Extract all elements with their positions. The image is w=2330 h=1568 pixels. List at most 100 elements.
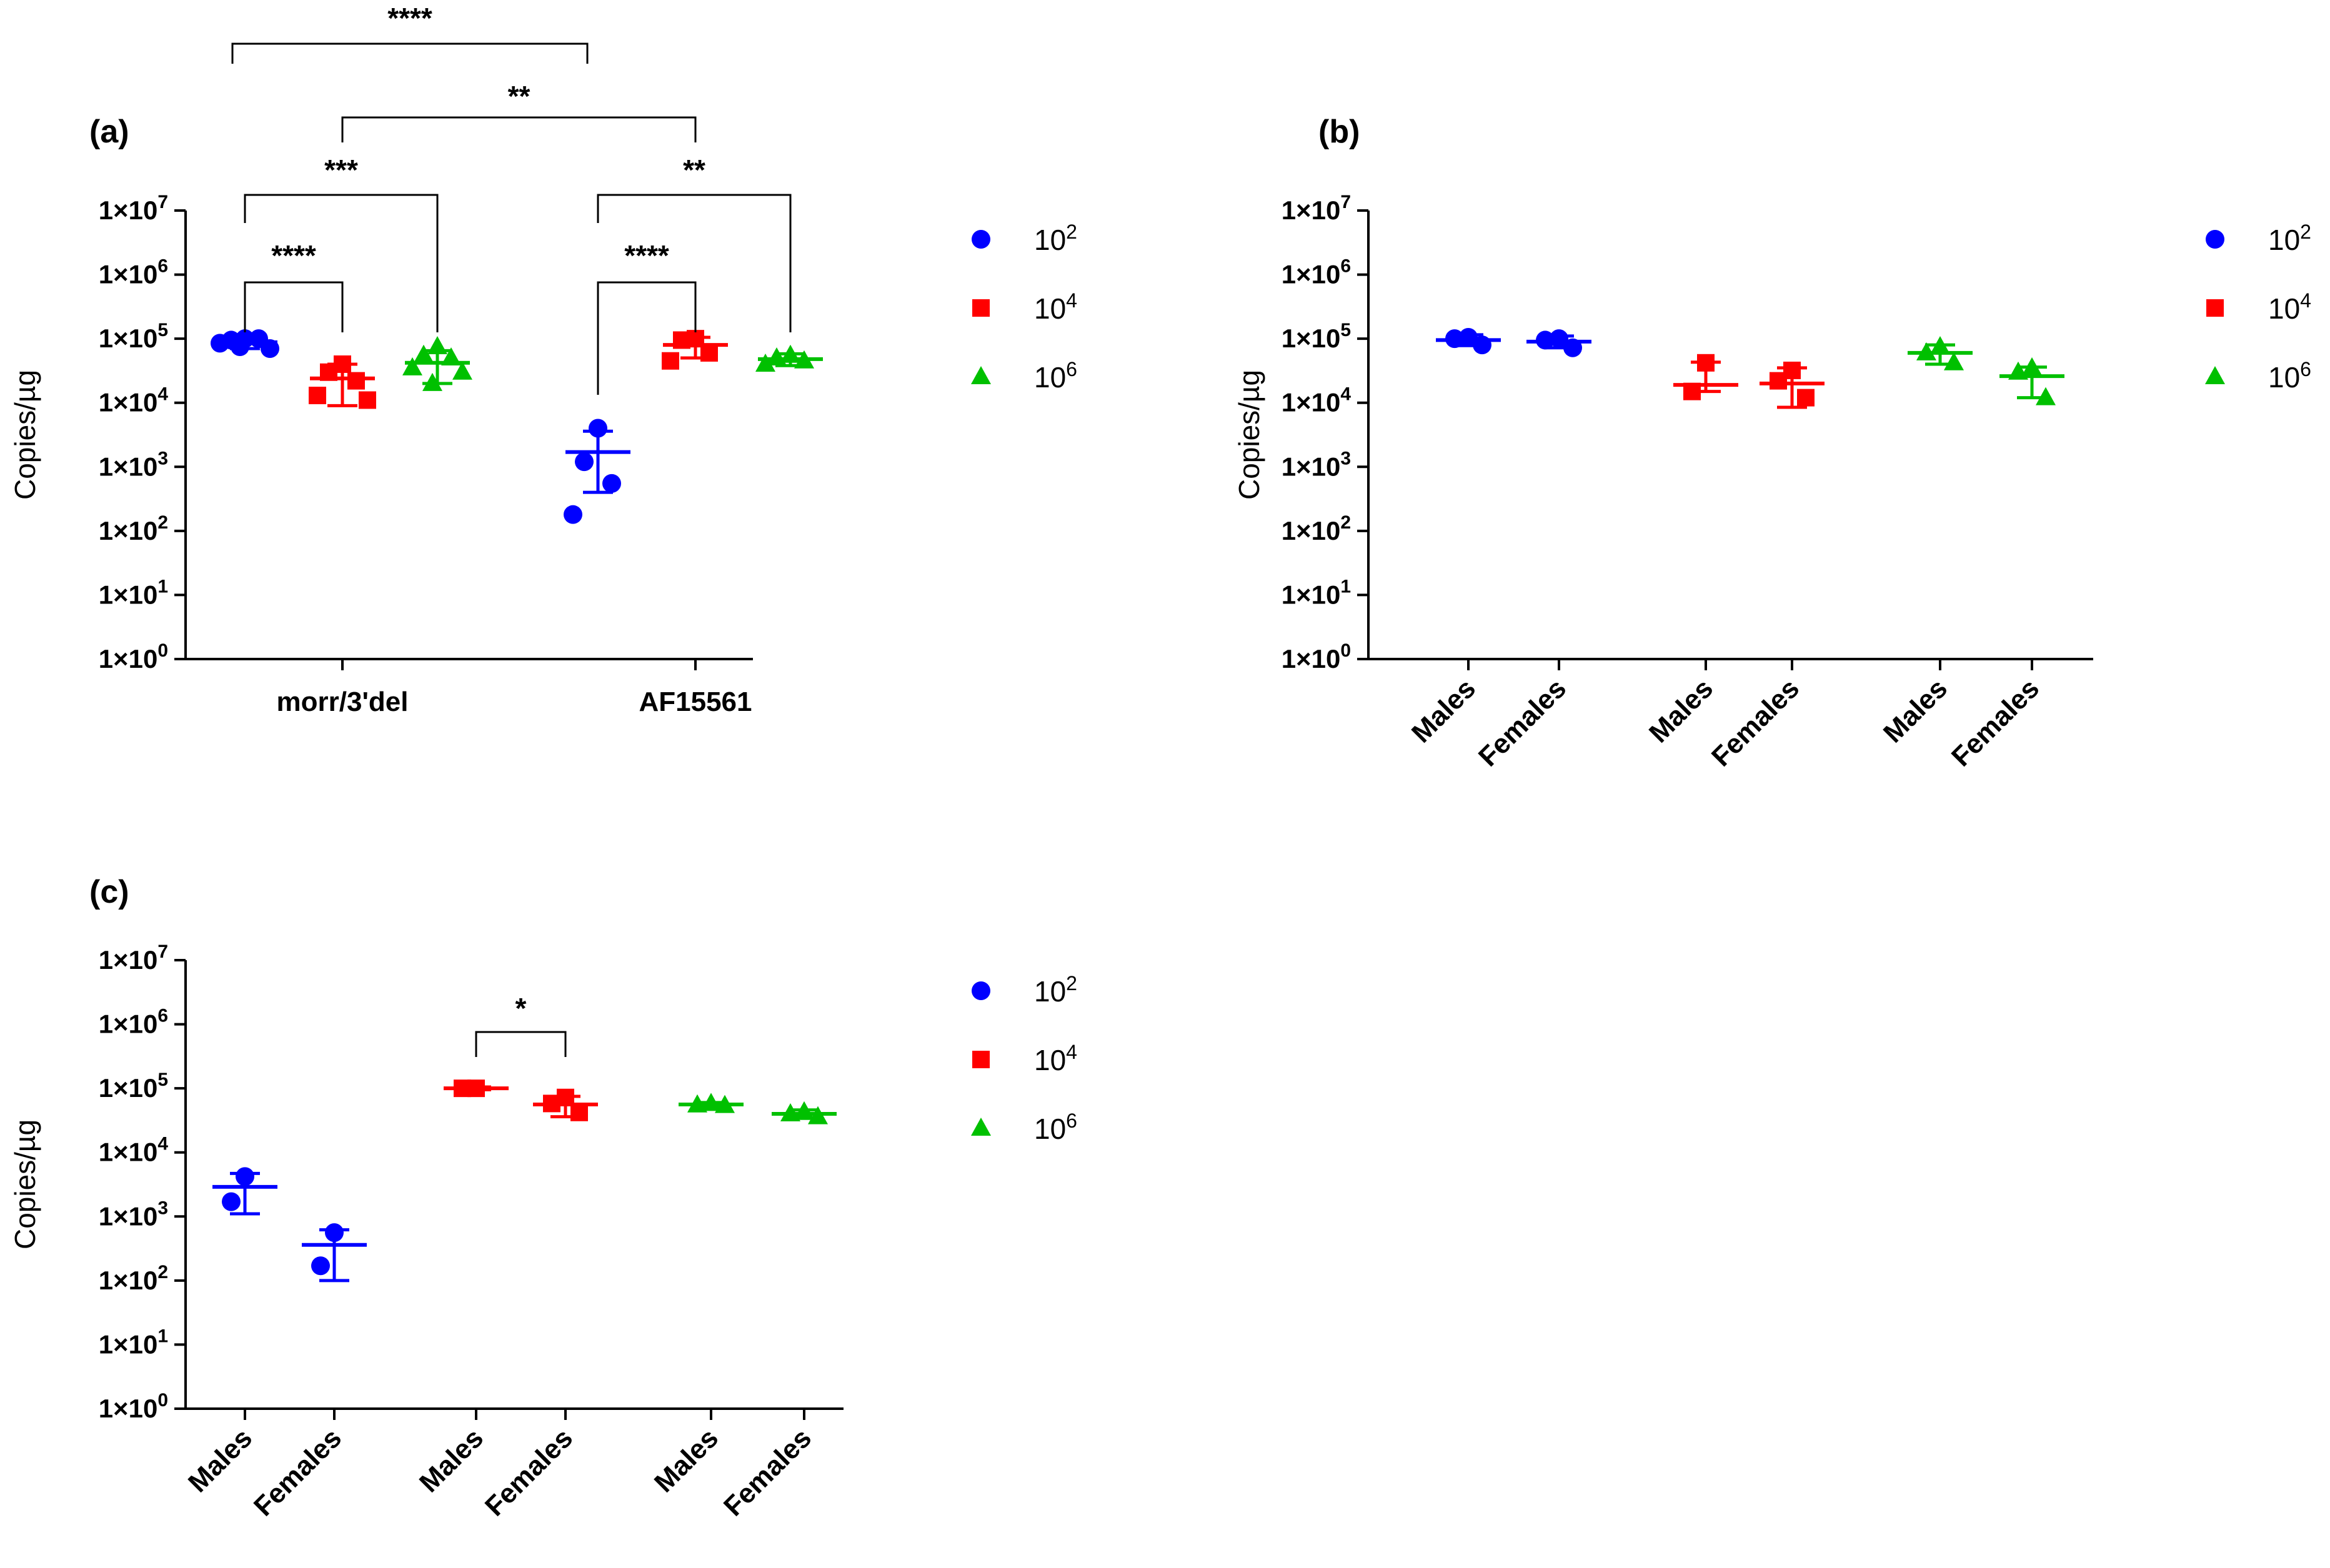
y-tick-label: 1×102 bbox=[99, 1262, 168, 1295]
data-point bbox=[2036, 387, 2056, 405]
x-category-label: Females bbox=[718, 1422, 817, 1522]
y-tick-label: 1×104 bbox=[99, 1134, 169, 1167]
data-point bbox=[1563, 338, 1582, 357]
significance-label: **** bbox=[387, 2, 432, 34]
data-point bbox=[1944, 352, 1964, 370]
y-tick-label: 1×107 bbox=[99, 192, 168, 225]
significance-bracket bbox=[244, 281, 344, 332]
legend-marker bbox=[972, 981, 990, 1000]
data-point bbox=[427, 335, 447, 354]
data-point bbox=[673, 331, 690, 349]
data-point bbox=[222, 1192, 241, 1211]
legend-label: 104 bbox=[1034, 289, 1077, 325]
legend-marker bbox=[2206, 299, 2224, 317]
x-category-label: Males bbox=[1878, 673, 1953, 748]
legend-label: 106 bbox=[1034, 1109, 1077, 1145]
significance-bracket bbox=[231, 42, 589, 64]
x-category-label: Males bbox=[182, 1422, 258, 1498]
data-point bbox=[715, 1094, 735, 1113]
data-point bbox=[1797, 389, 1815, 407]
data-point bbox=[808, 1106, 828, 1124]
data-point bbox=[452, 361, 472, 380]
legend-marker bbox=[972, 299, 990, 317]
data-point bbox=[701, 1093, 721, 1111]
significance-label: *** bbox=[324, 154, 358, 186]
data-point bbox=[236, 1167, 254, 1186]
legend-label: 102 bbox=[1034, 972, 1077, 1008]
y-axis-title: Copies/µg bbox=[9, 370, 41, 500]
data-point bbox=[261, 339, 279, 359]
significance-bracket bbox=[597, 281, 697, 395]
legend-label: 106 bbox=[1034, 358, 1077, 394]
data-point bbox=[309, 387, 326, 405]
panel-c: (c) 1×100 1×101 1×102 1×103 1×104 1×105 1×106 1×… bbox=[9, 874, 1077, 1522]
y-axis-title: Copies/µg bbox=[9, 1119, 41, 1249]
y-tick-label: 1×105 bbox=[1282, 320, 1351, 353]
legend-marker bbox=[971, 1118, 991, 1136]
data-point bbox=[347, 372, 365, 390]
x-category-label: Males bbox=[1406, 673, 1481, 748]
y-tick-label: 1×107 bbox=[99, 941, 168, 975]
data-point bbox=[543, 1094, 560, 1113]
data-point bbox=[1697, 354, 1715, 372]
y-tick-label: 1×101 bbox=[1282, 576, 1351, 609]
data-point bbox=[211, 334, 229, 353]
significance-bracket bbox=[244, 194, 439, 332]
data-point bbox=[755, 353, 775, 372]
data-point bbox=[1473, 335, 1491, 355]
y-tick-label: 1×105 bbox=[99, 320, 168, 353]
data-point bbox=[1930, 335, 1950, 354]
legend-marker bbox=[972, 1051, 990, 1068]
data-point bbox=[1459, 327, 1478, 347]
data-point bbox=[662, 352, 679, 370]
y-tick-label: 1×106 bbox=[99, 1006, 168, 1039]
x-category-label: Females bbox=[1706, 673, 1805, 772]
data-point bbox=[564, 505, 582, 524]
significance-bracket bbox=[475, 1031, 567, 1057]
data-point bbox=[311, 1256, 330, 1276]
y-tick-label: 1×100 bbox=[99, 640, 168, 673]
significance-label: **** bbox=[271, 239, 316, 272]
data-point bbox=[1916, 342, 1936, 360]
data-point bbox=[454, 1079, 471, 1098]
y-tick-label: 1×100 bbox=[1282, 640, 1351, 673]
x-category-label: morr/3'del bbox=[277, 687, 409, 717]
data-point bbox=[1536, 330, 1555, 350]
significance-label: ** bbox=[508, 80, 530, 112]
significance-bracket bbox=[341, 116, 697, 142]
data-point bbox=[700, 344, 718, 362]
legend-label: 102 bbox=[2268, 221, 2311, 256]
legend-label: 104 bbox=[1034, 1041, 1077, 1076]
significance-label: ** bbox=[683, 154, 705, 186]
data-point bbox=[231, 337, 249, 356]
y-tick-label: 1×104 bbox=[99, 384, 169, 417]
data-point bbox=[441, 347, 461, 366]
data-point bbox=[767, 347, 787, 366]
data-point bbox=[414, 344, 434, 363]
panel-label: (b) bbox=[1318, 114, 1360, 150]
data-point bbox=[780, 1103, 800, 1121]
y-tick-label: 1×103 bbox=[99, 1198, 168, 1231]
data-point bbox=[687, 1094, 707, 1113]
legend-label: 104 bbox=[2268, 289, 2311, 325]
data-point bbox=[1445, 329, 1464, 349]
data-point bbox=[1683, 382, 1701, 400]
x-category-label: Males bbox=[414, 1422, 489, 1498]
data-point bbox=[794, 1101, 814, 1119]
data-point bbox=[359, 391, 376, 409]
y-tick-label: 1×100 bbox=[99, 1390, 168, 1423]
y-tick-label: 1×101 bbox=[99, 1326, 168, 1359]
significance-label: * bbox=[515, 992, 527, 1025]
y-tick-label: 1×105 bbox=[99, 1069, 168, 1103]
y-tick-label: 1×102 bbox=[1282, 512, 1351, 545]
data-point bbox=[780, 344, 800, 363]
x-category-label: Males bbox=[649, 1422, 724, 1498]
y-axis-title: Copies/µg bbox=[1233, 370, 1265, 500]
data-point bbox=[570, 1103, 588, 1121]
y-tick-label: 1×102 bbox=[99, 512, 168, 545]
data-point bbox=[422, 372, 442, 391]
panel-a: (a) 1×100 1×101 1×102 1×103 1×104 1×105 1×106 1×… bbox=[9, 2, 1077, 717]
data-point bbox=[1770, 372, 1787, 390]
